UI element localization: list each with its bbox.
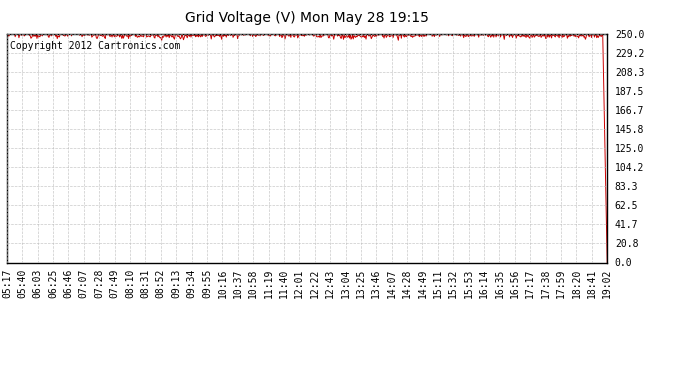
Text: Copyright 2012 Cartronics.com: Copyright 2012 Cartronics.com [10, 40, 180, 51]
Text: Grid Voltage (V) Mon May 28 19:15: Grid Voltage (V) Mon May 28 19:15 [185, 11, 429, 25]
